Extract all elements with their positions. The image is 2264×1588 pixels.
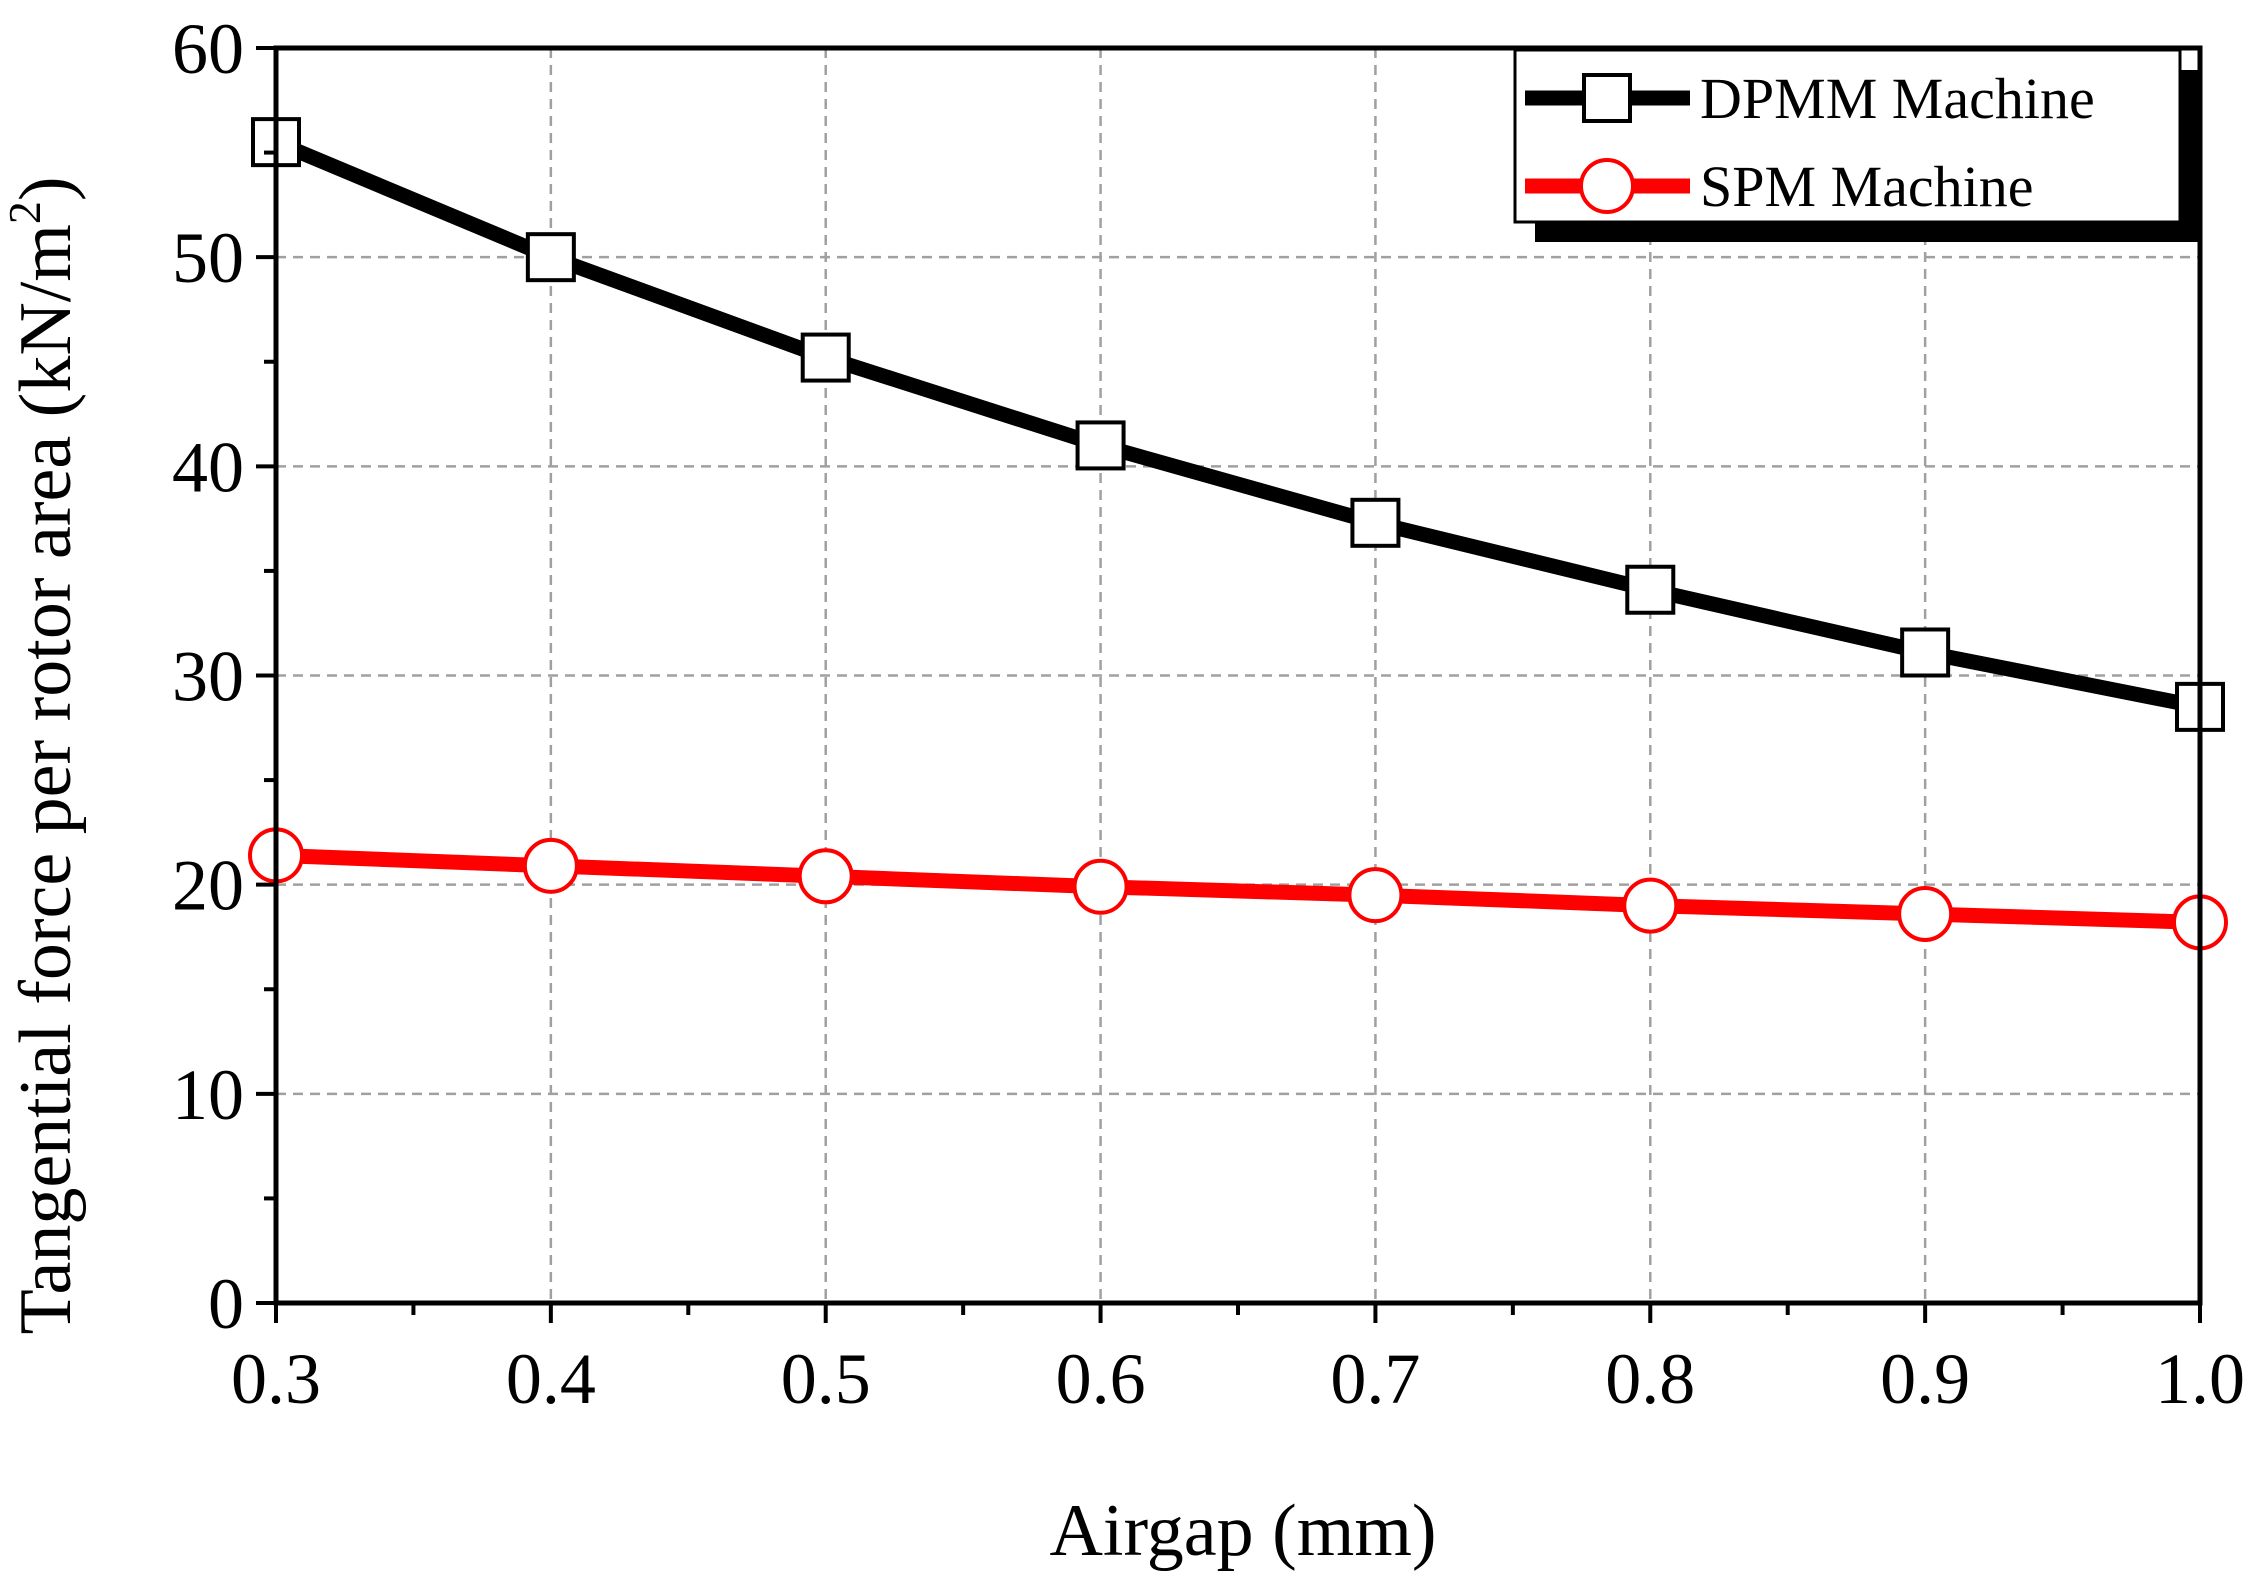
x-tick-label: 0.8 [1605, 1339, 1695, 1419]
x-tick-label: 0.3 [231, 1339, 321, 1419]
x-tick-label: 0.9 [1880, 1339, 1970, 1419]
x-tick-label: 1.0 [2155, 1339, 2245, 1419]
axis-ticks [256, 46, 2202, 1323]
y-tick-label: 40 [172, 427, 244, 507]
series-line [273, 135, 2202, 715]
y-axis-title: Tangential force per rotor area (kN/m2) [0, 176, 87, 1334]
data-point-square [1075, 420, 1126, 471]
series-line [275, 847, 2201, 930]
y-tick-label: 50 [172, 218, 244, 298]
y-axis-title-end: ) [5, 176, 87, 201]
legend-swatch-marker [1579, 158, 1635, 214]
legend-item: SPM Machine [1525, 154, 2034, 219]
x-tick-label: 0.4 [506, 1339, 596, 1419]
legend: DPMM Machine SPM Machine [1513, 48, 2200, 242]
data-point-square [525, 232, 576, 283]
data-point-circle [1347, 867, 1404, 924]
data-point-square [1350, 497, 1401, 548]
legend-items: DPMM Machine SPM Machine [1525, 66, 2095, 219]
y-tick-label: 20 [172, 846, 244, 926]
legend-item: DPMM Machine [1525, 66, 2095, 131]
legend-label: DPMM Machine [1700, 66, 2095, 131]
data-point-circle [1897, 885, 1954, 942]
tick-labels: 0.3 0.4 0.5 0.6 0.7 0.8 0.9 1.0 0 10 20 30 40 50 60 [172, 9, 2245, 1419]
data-point-square [1625, 564, 1676, 615]
y-tick-label: 0 [208, 1264, 244, 1344]
data-point-square [800, 332, 851, 383]
x-tick-label: 0.7 [1330, 1339, 1420, 1419]
y-tick-label: 30 [172, 637, 244, 717]
legend-swatch-marker [1582, 73, 1632, 123]
data-point-circle [797, 848, 854, 905]
series-layer [248, 117, 2228, 951]
y-axis-title-main: Tangential force per rotor area (kN/m [5, 224, 87, 1334]
series-spm-machine [248, 827, 2228, 951]
y-tick-label: 10 [172, 1055, 244, 1135]
data-point-circle [522, 837, 579, 894]
data-point-circle [1622, 877, 1679, 934]
x-tick-label: 0.6 [1056, 1339, 1146, 1419]
y-tick-label: 60 [172, 9, 244, 89]
x-tick-label: 0.5 [781, 1339, 871, 1419]
y-axis-title-superscript: 2 [0, 201, 50, 224]
data-point-circle [1072, 858, 1129, 915]
legend-label: SPM Machine [1700, 154, 2034, 219]
data-point-square [1900, 627, 1951, 678]
x-axis-title: Airgap (mm) [1049, 1490, 1436, 1572]
grid [276, 48, 2200, 1303]
